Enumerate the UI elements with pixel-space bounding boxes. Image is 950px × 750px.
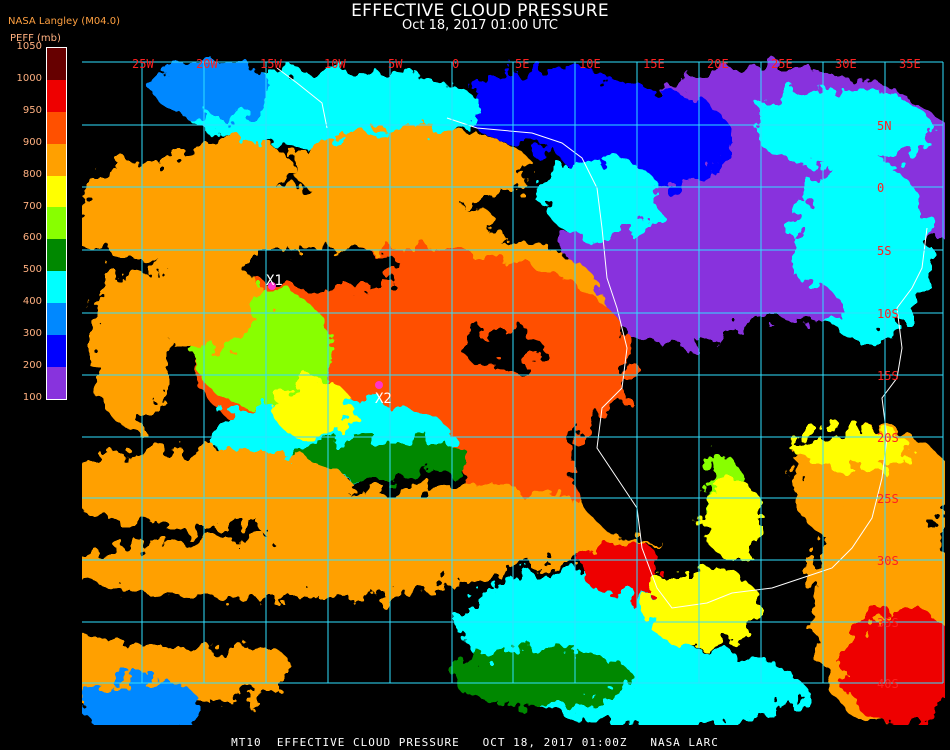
cloud-region [702, 478, 762, 558]
legend-swatch [47, 143, 66, 176]
longitude-label: 20W [196, 57, 218, 71]
legend-swatch [47, 79, 66, 112]
cloud-region [82, 678, 202, 725]
color-legend [46, 47, 67, 400]
longitude-label: 15W [260, 57, 282, 71]
latitude-label: 5S [877, 244, 891, 258]
cloud-region [92, 268, 172, 428]
legend-label: 1050 [16, 41, 42, 52]
legend-swatch [47, 335, 66, 367]
latitude-label: 15S [877, 369, 899, 383]
legend-label: 800 [22, 168, 42, 180]
legend-label: 1000 [16, 72, 42, 84]
legend-swatch [47, 175, 66, 208]
longitude-label: 30E [835, 57, 857, 71]
cloud-region [542, 158, 662, 238]
legend-label: 300 [22, 328, 42, 340]
cloud-region [272, 378, 352, 438]
legend-label: 100 [22, 391, 42, 403]
cloud-region [582, 538, 662, 598]
latitude-label: 30S [877, 554, 899, 568]
marker-x2-label: X2 [375, 391, 392, 407]
legend-swatch [47, 207, 66, 240]
legend-swatch [47, 48, 66, 80]
marker-x1-label: X1 [266, 273, 283, 289]
legend-label: 200 [22, 360, 42, 371]
marker-x2-dot [375, 381, 383, 389]
marker-x1: X1 [266, 273, 283, 290]
legend-swatch [47, 271, 66, 304]
clear-sky-region [82, 608, 392, 648]
cloud-region [642, 568, 762, 648]
cloud-region [842, 608, 945, 725]
latitude-label: 25S [877, 492, 899, 506]
longitude-label: 25E [771, 57, 793, 71]
grid-labels: 25W 20W 15W 10W 5W 0 5E 10E 15E 20E 25E 30E 35E 5N 0 5S… [132, 57, 921, 691]
clear-sky-region [572, 398, 712, 538]
cloud-region [292, 438, 472, 478]
cloud-region [82, 158, 242, 258]
organization-label: NASA Langley (M04.0) [8, 16, 120, 27]
coastline [276, 67, 928, 609]
cloud-region [82, 538, 502, 598]
footer-caption: MT10 EFFECTIVE CLOUD PRESSURE OCT 18, 20… [231, 736, 719, 749]
lat-lon-grid [82, 61, 944, 684]
longitude-label: 5E [515, 57, 529, 71]
longitude-label: 10E [579, 57, 601, 71]
longitude-label: 10W [324, 57, 346, 71]
map-title: EFFECTIVE CLOUD PRESSURE [351, 1, 609, 21]
longitude-label: 25W [132, 57, 154, 71]
cloud-region [792, 428, 912, 468]
legend-swatch [47, 366, 66, 399]
legend-label: 900 [22, 136, 42, 148]
clear-sky-region [462, 328, 542, 368]
longitude-label: 35E [899, 57, 921, 71]
clear-sky-region [692, 318, 872, 438]
cloud-region [292, 128, 532, 208]
cloud-region [152, 58, 272, 118]
cloud-pressure-map: 25W 20W 15W 10W 5W 0 5E 10E 15E 20E 25E 30E 35E 5N 0 5S… [82, 48, 945, 725]
cloud-region [142, 248, 262, 348]
legend-label: 950 [22, 104, 42, 116]
longitude-label: 5W [388, 57, 403, 71]
map-timestamp: Oct 18, 2017 01:00 UTC [402, 18, 558, 33]
cloud-region [462, 68, 642, 148]
latitude-label: 20S [877, 431, 899, 445]
legend-unit: PEFF (mb) [10, 33, 61, 44]
latitude-label: 10S [877, 307, 899, 321]
legend-swatch [47, 239, 66, 272]
latitude-label: 0 [877, 181, 884, 195]
legend-label: 700 [22, 200, 42, 212]
latitude-label: 35S [877, 616, 899, 630]
cloud-region [82, 448, 352, 528]
marker-x2: X2 [375, 381, 392, 407]
cloud-region [452, 648, 632, 708]
clear-sky-region [242, 248, 402, 288]
cloud-field [82, 58, 945, 725]
latitude-label: 40S [877, 677, 899, 691]
longitude-label: 15E [643, 57, 665, 71]
longitude-label: 20E [707, 57, 729, 71]
legend-label: 600 [22, 232, 42, 244]
legend-label: 400 [22, 296, 42, 308]
latitude-label: 5N [877, 119, 891, 133]
cloud-region [752, 88, 932, 168]
legend-swatch [47, 111, 66, 144]
marker-x1-dot [268, 282, 276, 290]
legend-label: 500 [22, 264, 42, 276]
longitude-label: 0 [452, 57, 459, 71]
legend-swatch [47, 303, 66, 336]
